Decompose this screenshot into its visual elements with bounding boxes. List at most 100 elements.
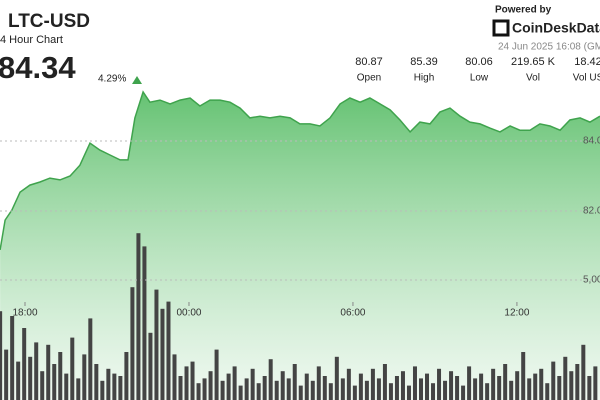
volume-bar — [485, 383, 490, 400]
volume-bar — [16, 361, 21, 400]
volume-bar — [551, 361, 556, 400]
volume-bar — [0, 311, 3, 400]
volume-bar — [190, 361, 195, 400]
volume-bar — [94, 364, 99, 400]
volume-bar — [587, 376, 592, 400]
volume-bar — [340, 378, 345, 400]
brand: CoinDeskData — [512, 20, 600, 36]
volume-bar — [106, 368, 111, 400]
volume-bar — [238, 385, 243, 400]
volume-bar — [382, 364, 387, 400]
volume-bar — [250, 368, 255, 400]
volume-bar — [100, 380, 105, 400]
volume-bar — [118, 376, 123, 400]
volume-bar — [418, 378, 423, 400]
subtitle: 4 Hour Chart — [0, 34, 63, 46]
stat-label: Vol — [526, 73, 540, 84]
volume-bar — [256, 383, 261, 400]
price-line — [0, 90, 600, 251]
volume-bar — [503, 364, 508, 400]
volume-bar — [160, 308, 165, 400]
volume-bar — [461, 385, 466, 400]
x-tick-label: 00:00 — [176, 308, 201, 319]
volume-bar — [443, 380, 448, 400]
volume-bar — [178, 376, 183, 400]
volume-bar — [545, 383, 550, 400]
volume-bar — [316, 366, 321, 400]
y-tick-label: 5,00 — [583, 275, 600, 286]
y-tick-label: 82.0 — [583, 206, 600, 217]
change: 4.29% — [98, 74, 126, 85]
stat-value: 80.06 — [465, 56, 493, 68]
volume-bar — [376, 378, 381, 400]
volume-bar — [563, 356, 568, 400]
volume-bar — [166, 301, 171, 400]
volume-bar — [82, 354, 87, 400]
volume-bar — [232, 366, 237, 400]
volume-bar — [136, 233, 141, 400]
header: LTC-USD 4 Hour Chart 84.34 4.29% Powered… — [0, 5, 600, 86]
stat-value: 219.65 K — [511, 56, 556, 68]
volume-bar — [509, 380, 514, 400]
volume-bar — [274, 380, 279, 400]
volume-bar — [142, 246, 147, 400]
stat-label: High — [414, 73, 435, 84]
logo — [492, 19, 510, 37]
volume-bar — [208, 371, 213, 400]
volume-bar — [64, 373, 69, 400]
stat-value: 18.42 — [574, 56, 600, 68]
volume-bar — [394, 376, 399, 400]
y-tick-label: 84.0 — [583, 136, 600, 147]
volume-bar — [220, 380, 225, 400]
volume-bar — [358, 373, 363, 400]
volume-bar — [280, 371, 285, 400]
volume-bar — [593, 366, 598, 400]
volume-bar — [202, 378, 207, 400]
volume-bar — [304, 373, 309, 400]
volume-bar — [370, 368, 375, 400]
volume-bar — [148, 332, 153, 400]
volume-bar — [328, 383, 333, 400]
volume-bar — [322, 376, 327, 400]
powered-by: Powered by — [495, 5, 552, 16]
volume-bar — [581, 344, 586, 400]
volume-bar — [346, 368, 351, 400]
volume-bar — [10, 316, 15, 400]
volume-bar — [70, 337, 75, 400]
volume-bar — [46, 344, 51, 400]
x-tick-label: 06:00 — [340, 308, 365, 319]
plot: 84.0 82.0 18:00 00:00 06:00 12:00 5,00 — [0, 90, 600, 400]
volume-bar — [40, 371, 45, 400]
volume-bar — [455, 376, 460, 400]
volume-bar — [28, 356, 33, 400]
volume-bar — [172, 354, 177, 400]
volume-bar — [184, 366, 189, 400]
volume-bar — [130, 287, 135, 400]
volume-bar — [262, 376, 267, 400]
volume-bar — [292, 364, 297, 400]
x-tick-label: 12:00 — [504, 308, 529, 319]
volume-bar — [196, 383, 201, 400]
volume-bar — [491, 368, 496, 400]
volume-bar — [154, 289, 159, 400]
volume-bar — [521, 352, 526, 400]
volume-bar — [334, 356, 339, 400]
volume-bar — [473, 378, 478, 400]
stat-label: Vol US — [573, 73, 600, 84]
volume-bar — [388, 383, 393, 400]
volume-bar — [88, 318, 93, 400]
volume-bar — [437, 368, 442, 400]
volume-bar — [52, 364, 57, 400]
area-fill — [0, 92, 600, 400]
volume-bar — [539, 368, 544, 400]
volume-bar — [575, 364, 580, 400]
x-tick-label: 18:00 — [12, 308, 37, 319]
volume-bar — [226, 373, 231, 400]
volume-bar — [527, 378, 532, 400]
volume-bar — [124, 352, 129, 400]
volume-bar — [467, 366, 472, 400]
stat-value: 80.87 — [355, 56, 383, 68]
volume-bar — [533, 373, 538, 400]
volume-bar — [76, 378, 81, 400]
volume-bar — [4, 349, 9, 400]
